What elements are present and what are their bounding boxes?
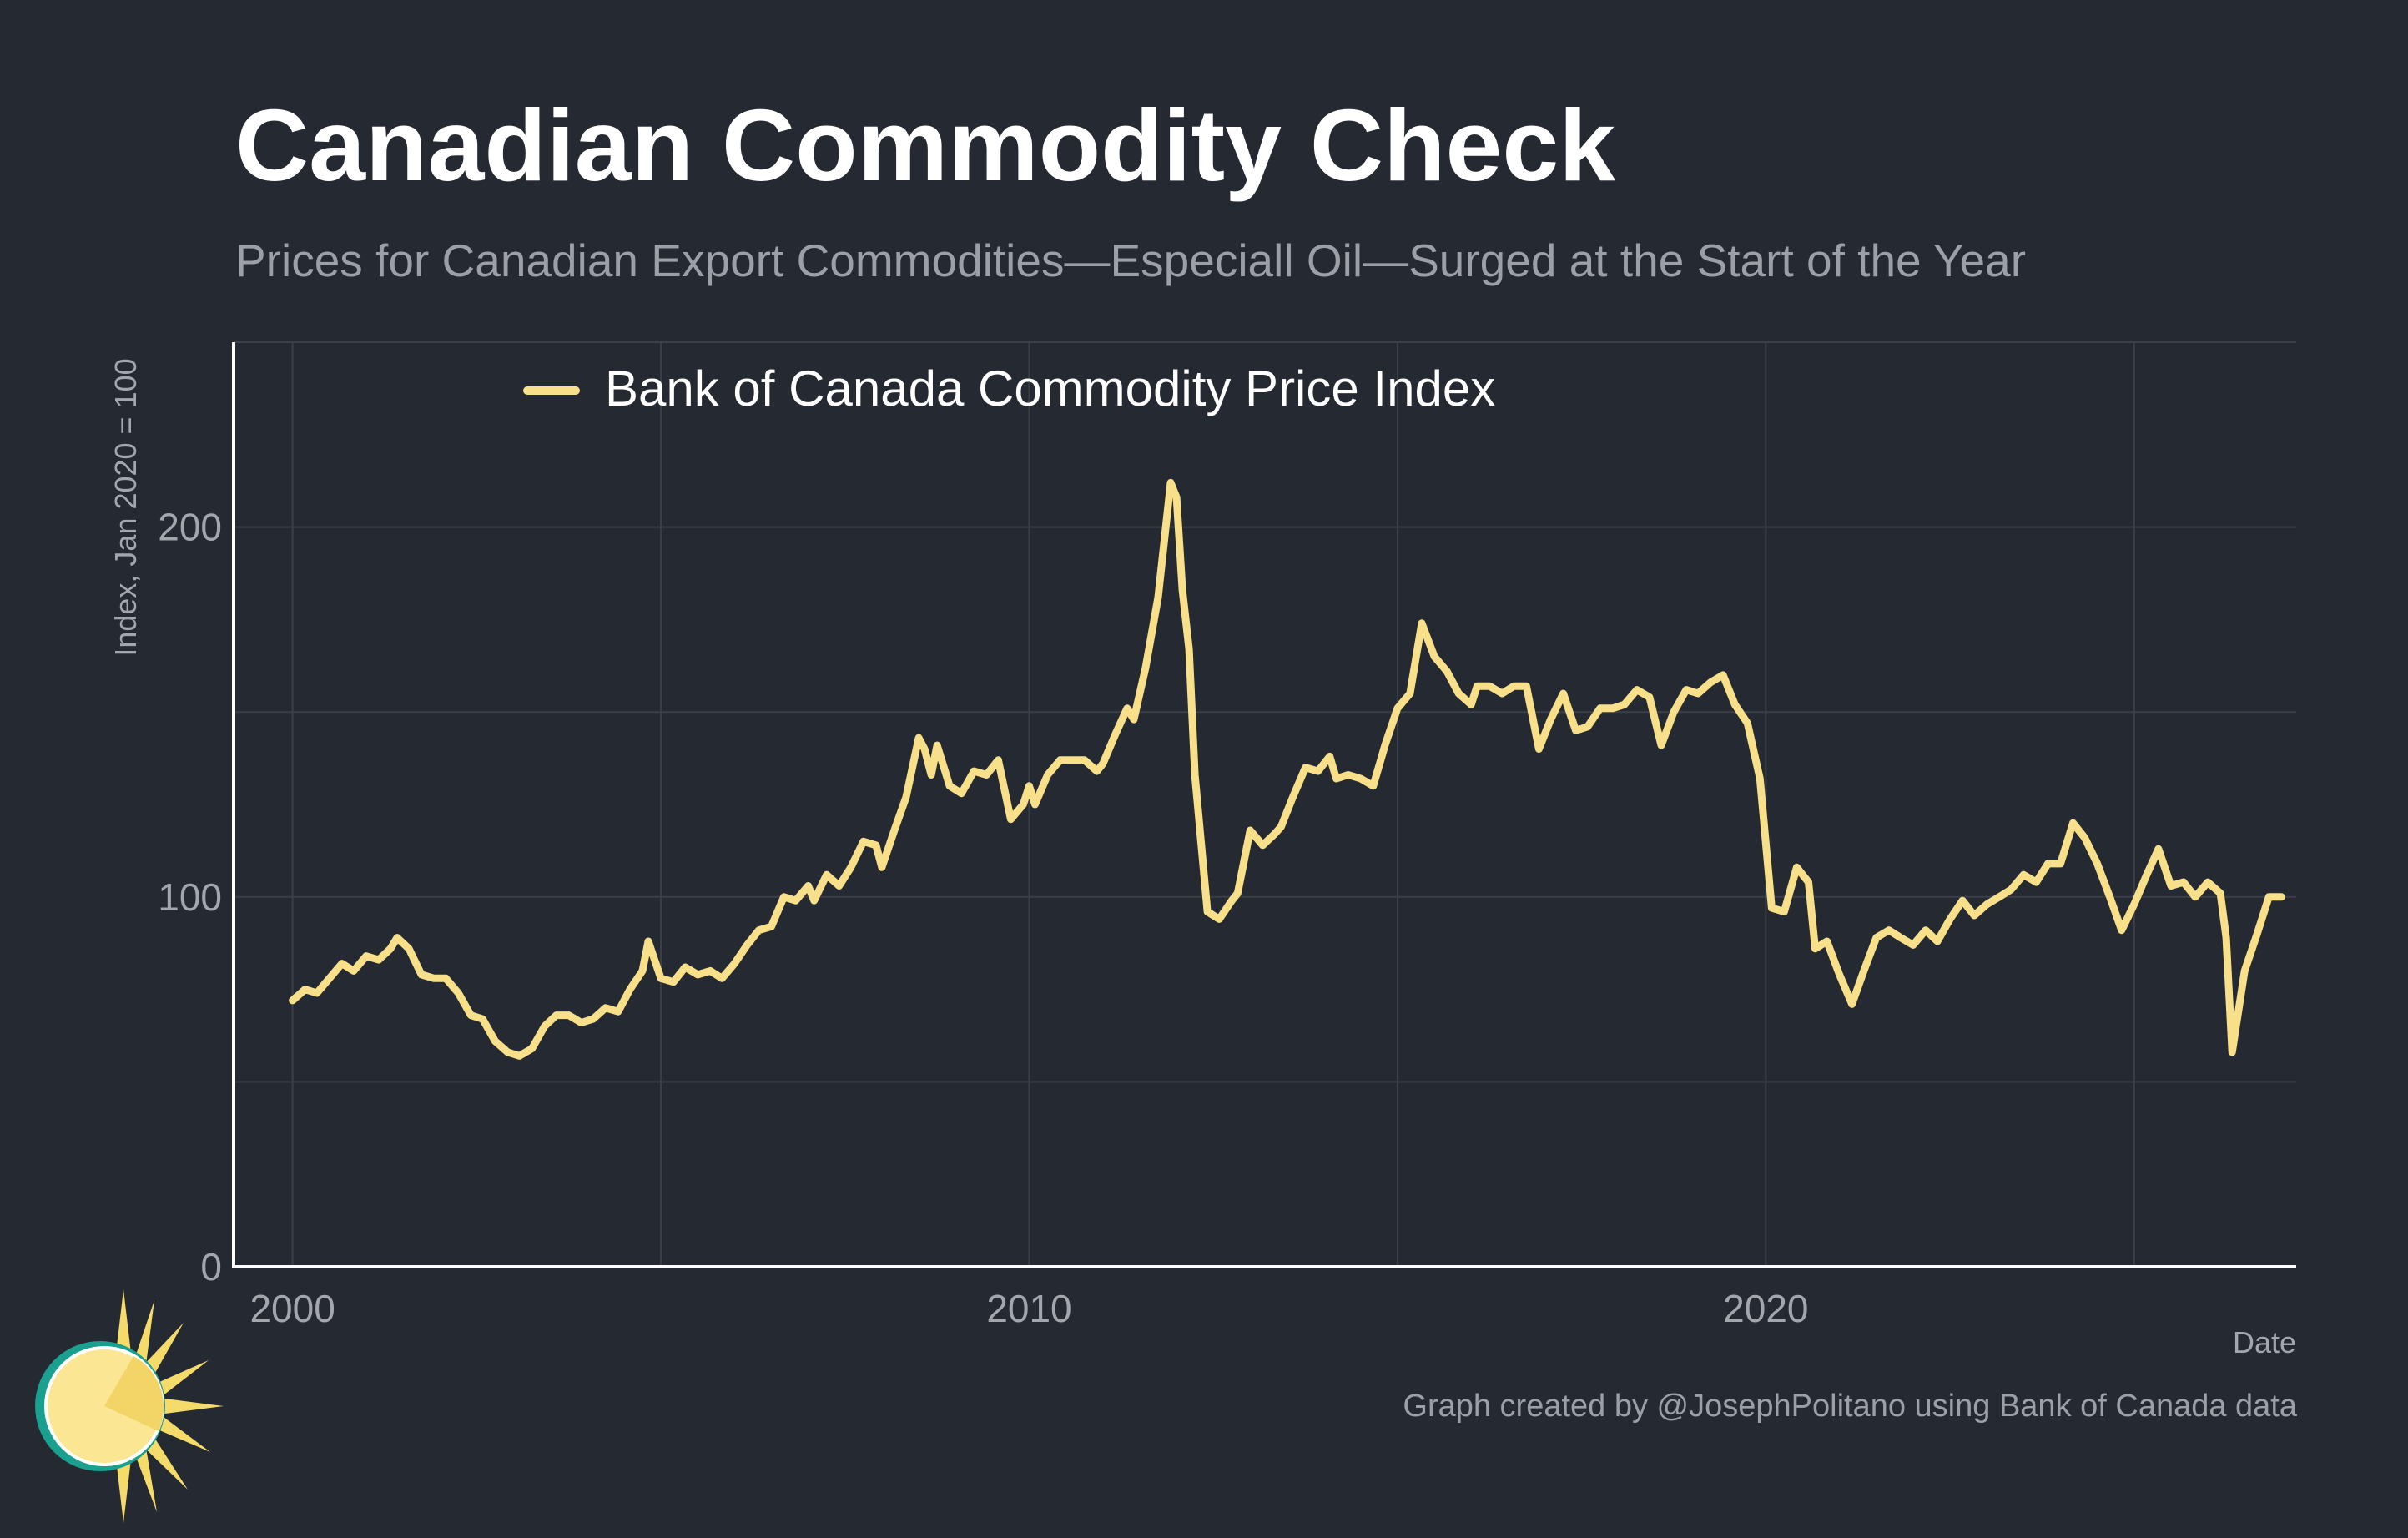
x-tick-label: 2000 <box>249 1287 335 1330</box>
grid-lines <box>234 341 2296 1267</box>
sun-logo-icon <box>35 1289 224 1523</box>
y-tick-label: 200 <box>158 506 222 549</box>
series-line <box>289 478 2285 1060</box>
series-line-path <box>289 478 2285 1060</box>
chart-subtitle: Prices for Canadian Export Commodities—E… <box>235 234 2027 286</box>
axes <box>232 342 2296 1268</box>
y-tick-label: 0 <box>200 1245 222 1288</box>
x-tick-label: 2010 <box>986 1287 1071 1330</box>
x-axis-label: Date <box>2233 1325 2296 1359</box>
legend: Bank of Canada Commodity Price Index <box>523 361 1495 416</box>
tick-labels: 0 100 200 2000 2010 2020 <box>158 506 1808 1330</box>
sun-wedge <box>104 1356 164 1431</box>
y-tick-label: 100 <box>158 875 222 919</box>
y-axis-label: Index, Jan 2020 = 100 <box>108 358 143 656</box>
credit-text: Graph created by @JosephPolitano using B… <box>1403 1389 2297 1424</box>
legend-label: Bank of Canada Commodity Price Index <box>605 361 1495 416</box>
sun-rays-icon <box>115 1289 224 1523</box>
x-tick-label: 2020 <box>1723 1287 1808 1330</box>
chart-title: Canadian Commodity Check <box>235 88 1616 202</box>
